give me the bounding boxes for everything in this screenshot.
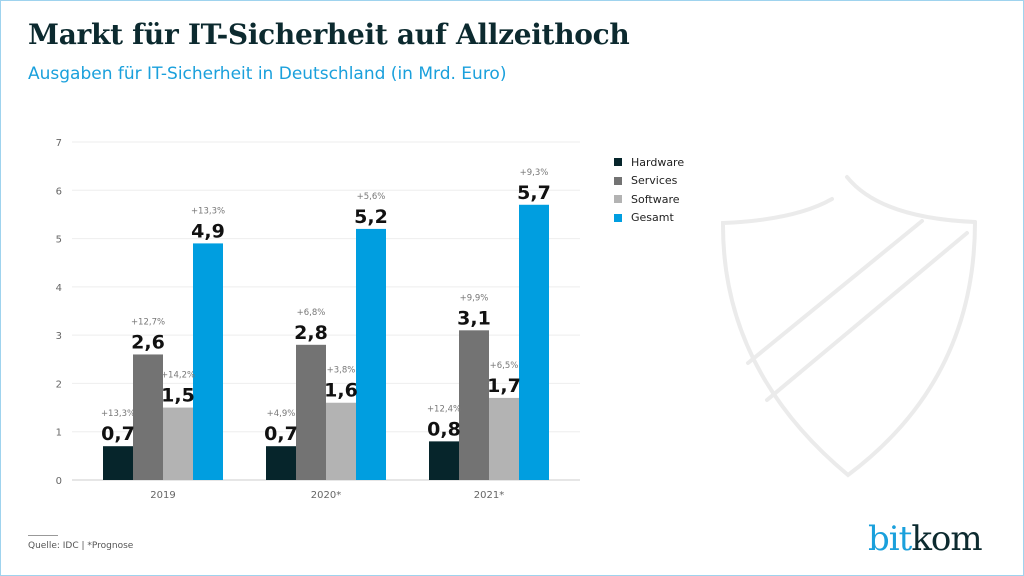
bar-software	[489, 397, 519, 480]
growth-label: +9,9%	[460, 293, 489, 303]
y-tick-label: 2	[56, 379, 62, 390]
chart-title: Markt für IT-Sicherheit auf Allzeithoch	[28, 18, 630, 51]
data-label: 5,7	[517, 182, 551, 204]
growth-label: +9,3%	[520, 168, 549, 178]
data-label: 1,5	[161, 385, 195, 407]
growth-label: +12,7%	[131, 317, 165, 327]
growth-label: +5,6%	[357, 192, 386, 202]
chart-subtitle: Ausgaben für IT-Sicherheit in Deutschlan…	[28, 64, 507, 84]
y-tick-label: 7	[56, 138, 62, 149]
bar-gesamt	[356, 228, 386, 480]
legend-label: Gesamt	[631, 211, 674, 225]
legend-label: Services	[631, 174, 678, 188]
y-tick-label: 1	[56, 428, 62, 439]
bar-services	[459, 330, 489, 480]
growth-label: +13,3%	[101, 409, 135, 419]
legend-swatch	[614, 195, 622, 204]
data-label: 0,8	[427, 418, 461, 440]
growth-label: +12,4%	[427, 404, 461, 414]
bar-gesamt	[519, 204, 549, 480]
growth-label: +14,2%	[161, 371, 195, 381]
data-label: 5,2	[354, 206, 388, 228]
growth-label: +6,8%	[297, 308, 326, 318]
legend-swatch	[614, 176, 622, 185]
bar-services	[296, 344, 326, 480]
data-label: 2,6	[131, 331, 165, 353]
growth-label: +3,8%	[327, 366, 356, 376]
bar-hardware	[103, 446, 133, 480]
bar-hardware	[429, 441, 459, 480]
bitkom-logo: bitkom	[868, 519, 983, 559]
legend-item: Hardware	[614, 153, 684, 172]
growth-label: +13,3%	[191, 206, 225, 216]
data-label: 2,8	[294, 322, 328, 344]
x-tick-label: 2020*	[311, 490, 341, 501]
y-tick-label: 5	[56, 235, 62, 246]
bar-services	[133, 354, 163, 480]
y-tick-label: 6	[56, 186, 62, 197]
data-label: 0,7	[264, 423, 298, 445]
y-tick-label: 3	[56, 331, 62, 342]
data-label: 4,9	[191, 220, 225, 242]
data-label: 0,7	[101, 423, 135, 445]
y-tick-label: 0	[56, 476, 62, 487]
data-label: 1,6	[324, 380, 358, 402]
legend-label: Software	[631, 192, 680, 206]
source-note: Quelle: IDC | *Prognose	[28, 541, 134, 551]
bar-software	[163, 407, 193, 480]
bar-hardware	[266, 446, 296, 480]
bar-gesamt	[193, 243, 223, 480]
legend-item: Software	[614, 190, 684, 209]
legend-swatch	[614, 158, 622, 167]
shield-icon	[720, 175, 977, 478]
footer-divider	[28, 535, 58, 536]
legend-item: Gesamt	[614, 209, 684, 228]
data-label: 3,1	[457, 307, 491, 329]
growth-label: +6,5%	[490, 361, 519, 371]
x-tick-label: 2021*	[474, 490, 504, 501]
x-tick-label: 2019	[150, 490, 175, 501]
legend-swatch	[614, 213, 622, 222]
legend-item: Services	[614, 172, 684, 191]
growth-label: +4,9%	[267, 409, 296, 419]
y-tick-label: 4	[56, 283, 62, 294]
legend: Hardware Services Software Gesamt	[614, 153, 684, 227]
legend-label: Hardware	[631, 155, 685, 169]
data-label: 1,7	[487, 375, 521, 397]
bar-software	[326, 402, 356, 480]
